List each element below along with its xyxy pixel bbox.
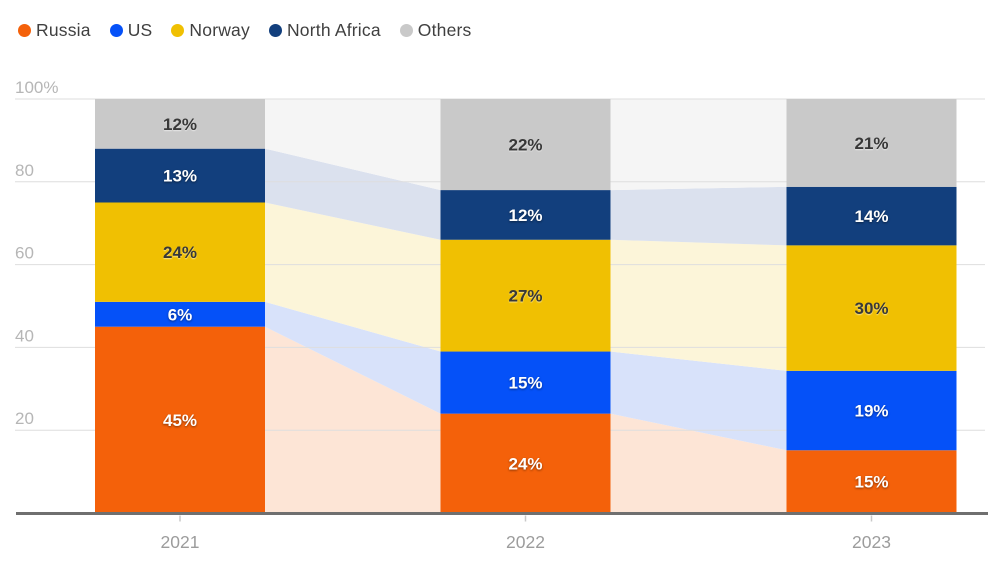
y-tick-label: 100% xyxy=(15,78,58,97)
flow-band-others xyxy=(610,99,787,191)
y-tick-label: 60 xyxy=(15,244,34,263)
bar-segment-russia xyxy=(440,413,611,513)
y-tick-label: 80 xyxy=(15,161,34,180)
legend-item-label: Norway xyxy=(189,20,250,40)
legend-item-north-africa: North Africa xyxy=(268,20,381,41)
legend-item-us: US xyxy=(109,20,153,41)
segment-value-label: 24% xyxy=(508,454,542,473)
legend-dot-icon xyxy=(399,24,413,37)
segment-value-label: 24% xyxy=(163,243,197,262)
bar-segment-norway xyxy=(95,202,265,302)
segment-value-label: 13% xyxy=(163,167,197,186)
flow-band-russia xyxy=(265,326,441,513)
y-tick-label: 40 xyxy=(15,326,34,345)
legend: Russia US Norway North Africa Others xyxy=(18,20,472,41)
flow-band-norway xyxy=(610,239,787,371)
legend-item-russia: Russia xyxy=(18,20,91,41)
bar-segment-us xyxy=(95,301,265,327)
segment-value-label: 22% xyxy=(508,136,542,155)
bar-segment-norway xyxy=(786,245,957,371)
bar-segment-others xyxy=(95,99,265,149)
legend-item-label: Russia xyxy=(36,20,91,40)
bar-segment-russia xyxy=(95,326,265,513)
bar-segment-north-africa xyxy=(440,190,611,240)
y-tick-label: 20 xyxy=(15,409,34,428)
flow-band-us xyxy=(265,301,441,414)
legend-item-label: Others xyxy=(417,20,472,40)
bar-segment-north-africa xyxy=(786,186,957,246)
segment-value-label: 27% xyxy=(508,287,542,306)
segment-value-label: 19% xyxy=(854,402,888,421)
bar-segment-russia xyxy=(786,450,957,513)
flow-band-norway xyxy=(265,202,441,352)
segment-value-label: 30% xyxy=(854,299,888,318)
legend-item-norway: Norway xyxy=(171,20,250,41)
legend-item-others: Others xyxy=(399,20,472,41)
segment-value-label: 12% xyxy=(163,115,197,134)
legend-dot-icon xyxy=(268,24,282,37)
bar-segment-us xyxy=(786,370,957,451)
x-tick-label: 2022 xyxy=(506,532,545,552)
bar-segment-others xyxy=(786,99,957,187)
flow-band-north-africa xyxy=(610,186,787,246)
segment-value-label: 21% xyxy=(854,134,888,153)
flow-band-others xyxy=(265,99,441,191)
bar-segment-north-africa xyxy=(95,148,265,203)
segment-value-label: 12% xyxy=(508,206,542,225)
legend-dot-icon xyxy=(171,24,185,37)
flow-band-us xyxy=(610,351,787,451)
bar-segment-others xyxy=(440,99,611,191)
flow-band-russia xyxy=(610,413,787,513)
segment-value-label: 14% xyxy=(854,207,888,226)
legend-item-label: US xyxy=(127,20,153,40)
segment-value-label: 45% xyxy=(163,411,197,430)
bar-segment-us xyxy=(440,351,611,414)
legend-item-label: North Africa xyxy=(286,20,381,40)
segment-value-label: 15% xyxy=(508,374,542,393)
flow-band-north-africa xyxy=(265,148,441,240)
bar-segment-norway xyxy=(440,239,611,352)
segment-value-label: 15% xyxy=(854,473,888,492)
segment-value-label: 6% xyxy=(168,305,193,324)
x-tick-label: 2021 xyxy=(161,532,200,552)
x-tick-label: 2023 xyxy=(852,532,891,552)
legend-dot-icon xyxy=(109,24,123,37)
legend-dot-icon xyxy=(18,24,31,37)
